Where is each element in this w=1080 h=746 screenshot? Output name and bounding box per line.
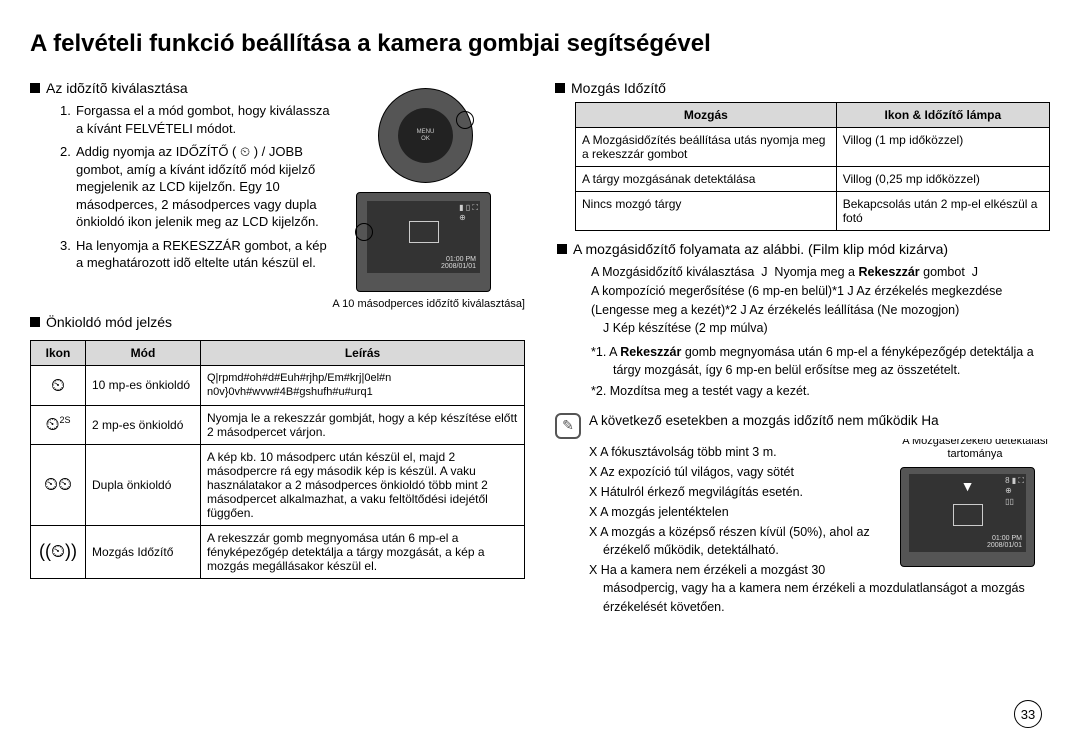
dial-center-label: MENU OK: [398, 108, 453, 163]
cell-lamp: Villog (0,25 mp időközzel): [836, 167, 1049, 192]
timer-2s-icon: ⏲2S: [45, 414, 70, 435]
cell-desc: Nyomja le a rekeszzár gombját, hogy a ké…: [201, 405, 525, 444]
detection-range-figure: A Mozgásérzékelő detektálási tartománya …: [900, 439, 1050, 567]
cell-desc: Q|rpmd#oh#d#Euh#rjhp/Em#krj|0el#n n0v}0v…: [201, 366, 525, 406]
page-number: 33: [1014, 700, 1042, 728]
th-motion: Mozgás: [576, 103, 837, 128]
square-bullet-icon: [555, 83, 565, 93]
table-row: ((⏲)) Mozgás Időzítő A rekeszzár gomb me…: [31, 525, 525, 578]
step-number: 1.: [60, 102, 71, 120]
cell-motion: A tárgy mozgásának detektálása: [576, 167, 837, 192]
figure-caption: A 10 másodperces időzítő kiválasztása]: [332, 298, 525, 310]
cell-icon: ⏲2S: [31, 405, 86, 444]
figure-caption: A Mozgásérzékelő detektálási tartománya: [900, 439, 1050, 461]
th-lamp: Ikon & Időzítő lámpa: [836, 103, 1049, 128]
section-title-motion-timer: Mozgás Időzítő: [555, 80, 1050, 96]
cell-desc: A rekeszzár gomb megnyomása után 6 mp-el…: [201, 525, 525, 578]
section-title-text: Mozgás Időzítő: [571, 80, 666, 96]
lcd-status-icons: ▮ ▯ ⛶⊕: [459, 203, 478, 222]
cell-lamp: Villog (1 mp időközzel): [836, 128, 1049, 167]
info-icon: ✎: [555, 413, 581, 439]
dial-highlight-circle: [456, 111, 474, 129]
flow-notes: *1. A Rekeszzár gomb megnyomása után 6 m…: [555, 344, 1050, 401]
cell-mode: Dupla önkioldó: [86, 444, 201, 525]
steps-list: 1. Forgassa el a mód gombot, hogy kivála…: [30, 102, 330, 272]
lcd-detect-rect: [953, 504, 983, 526]
bullet-item: X Ha a kamera nem érzékeli a mozgást 30 …: [589, 561, 1050, 615]
cell-motion: A Mozgásidőzítés beállítása utás nyomja …: [576, 128, 837, 167]
cell-mode: 2 mp-es önkioldó: [86, 405, 201, 444]
section-title-selftimer-modes: Önkioldó mód jelzés: [30, 314, 525, 330]
th-icon: Ikon: [31, 341, 86, 366]
square-bullet-icon: [557, 244, 567, 254]
table-row: ⏲ 10 mp-es önkioldó Q|rpmd#oh#d#Euh#rjhp…: [31, 366, 525, 406]
flow-line: J Kép készítése (2 mp múlva): [591, 319, 1050, 338]
lcd-highlight-circle: [355, 223, 373, 241]
step-number: 3.: [60, 237, 71, 255]
info-title: A következő esetekben a mozgás időzítő n…: [589, 413, 939, 428]
step-number: 2.: [60, 143, 71, 161]
step-text: Forgassa el a mód gombot, hogy kiválassz…: [76, 103, 330, 136]
selftimer-modes-table: Ikon Mód Leírás ⏲ 10 mp-es önkioldó Q|rp…: [30, 340, 525, 579]
cell-mode: Mozgás Időzítő: [86, 525, 201, 578]
bold-word: Rekeszzár: [620, 345, 681, 359]
lcd-timestamp: 01:00 PM 2008/01/01: [441, 256, 476, 271]
flow-title: A mozgásidőzítő folyamata az alábbi. (Fi…: [555, 241, 1050, 257]
square-bullet-icon: [30, 83, 40, 93]
flow-title-text: A mozgásidőzítő folyamata az alábbi. (Fi…: [573, 241, 948, 257]
flow-line: (Lengesse meg a kezét)*2 J Az érzékelés …: [591, 301, 1050, 320]
table-row: A Mozgásidőzítés beállítása utás nyomja …: [576, 128, 1050, 167]
table-row: ⏲2S 2 mp-es önkioldó Nyomja le a rekeszz…: [31, 405, 525, 444]
step-item: 3. Ha lenyomja a REKESZZÁR gombot, a kép…: [60, 237, 330, 272]
info-box: ✎ A következő esetekben a mozgás időzítő…: [555, 413, 1050, 439]
cell-icon: ⏲⏲: [31, 444, 86, 525]
table-row: Nincs mozgó tárgy Bekapcsolás után 2 mp-…: [576, 192, 1050, 231]
flow-lines: A Mozgásidőzítő kiválasztása J Nyomja me…: [555, 263, 1050, 338]
table-row: ⏲⏲ Dupla önkioldó A kép kb. 10 másodperc…: [31, 444, 525, 525]
lcd-status-icons: 8 ▮ ⛶⊕▯▯: [1005, 476, 1024, 507]
lcd-focus-rect: [409, 221, 439, 243]
two-column-layout: Az idõzítõ kiválasztása 1. Forgassa el a…: [30, 76, 1050, 618]
cell-desc: A kép kb. 10 másodperc után készül el, m…: [201, 444, 525, 525]
cell-icon: ((⏲)): [31, 525, 86, 578]
timer-motion-icon: ((⏲)): [39, 541, 77, 562]
th-desc: Leírás: [201, 341, 525, 366]
step-item: 1. Forgassa el a mód gombot, hogy kivála…: [60, 102, 330, 137]
step-item: 2. Addig nyomja az IDŐZÍTŐ ( ⏲ ) / JOBB …: [60, 143, 330, 231]
down-arrow-icon: ▼: [961, 478, 975, 494]
cell-icon: ⏲: [31, 366, 86, 406]
flow-line: A kompozíció megerősítése (6 mp-en belül…: [591, 282, 1050, 301]
note-2: *2. Mozdítsa meg a testét vagy a kezét.: [591, 383, 1050, 401]
square-bullet-icon: [30, 317, 40, 327]
cell-mode: 10 mp-es önkioldó: [86, 366, 201, 406]
step-text: Ha lenyomja a REKESZZÁR gombot, a kép a …: [76, 238, 327, 271]
timer-double-icon: ⏲⏲: [44, 474, 72, 495]
cell-lamp: Bekapcsolás után 2 mp-el elkészül a fotó: [836, 192, 1049, 231]
bold-word: Rekeszzár: [858, 265, 919, 279]
section-title-timer-select: Az idõzítõ kiválasztása: [30, 80, 525, 96]
th-mode: Mód: [86, 341, 201, 366]
cell-motion: Nincs mozgó tárgy: [576, 192, 837, 231]
timer-icon: ⏲: [51, 375, 65, 396]
lcd-detection-figure: ▼ 8 ▮ ⛶⊕▯▯ 01:00 PM 2008/01/01: [900, 467, 1035, 567]
step-text: Addig nyomja az IDŐZÍTŐ ( ⏲ ) / JOBB gom…: [76, 144, 319, 229]
left-top-block: Az idõzítõ kiválasztása 1. Forgassa el a…: [30, 80, 525, 310]
left-column: Az idõzítõ kiválasztása 1. Forgassa el a…: [30, 76, 525, 618]
right-column: Mozgás Időzítő Mozgás Ikon & Időzítő lám…: [555, 76, 1050, 618]
page-title: A felvételi funkció beállítása a kamera …: [30, 30, 1050, 58]
motion-timer-table: Mozgás Ikon & Időzítő lámpa A Mozgásidőz…: [575, 102, 1050, 231]
section-title-text: Önkioldó mód jelzés: [46, 314, 172, 330]
flow-line: A Mozgásidőzítő kiválasztása J Nyomja me…: [591, 263, 1050, 282]
note-1: *1. A Rekeszzár gomb megnyomása után 6 m…: [591, 344, 1050, 379]
lcd-preview-figure: ▮ ▯ ⛶⊕ 01:00 PM 2008/01/01: [356, 192, 491, 292]
lcd-timestamp: 01:00 PM 2008/01/01: [987, 535, 1022, 550]
mode-dial-figure: MENU OK: [378, 88, 473, 183]
section-title-text: Az idõzítõ kiválasztása: [46, 80, 188, 96]
table-row: A tárgy mozgásának detektálása Villog (0…: [576, 167, 1050, 192]
